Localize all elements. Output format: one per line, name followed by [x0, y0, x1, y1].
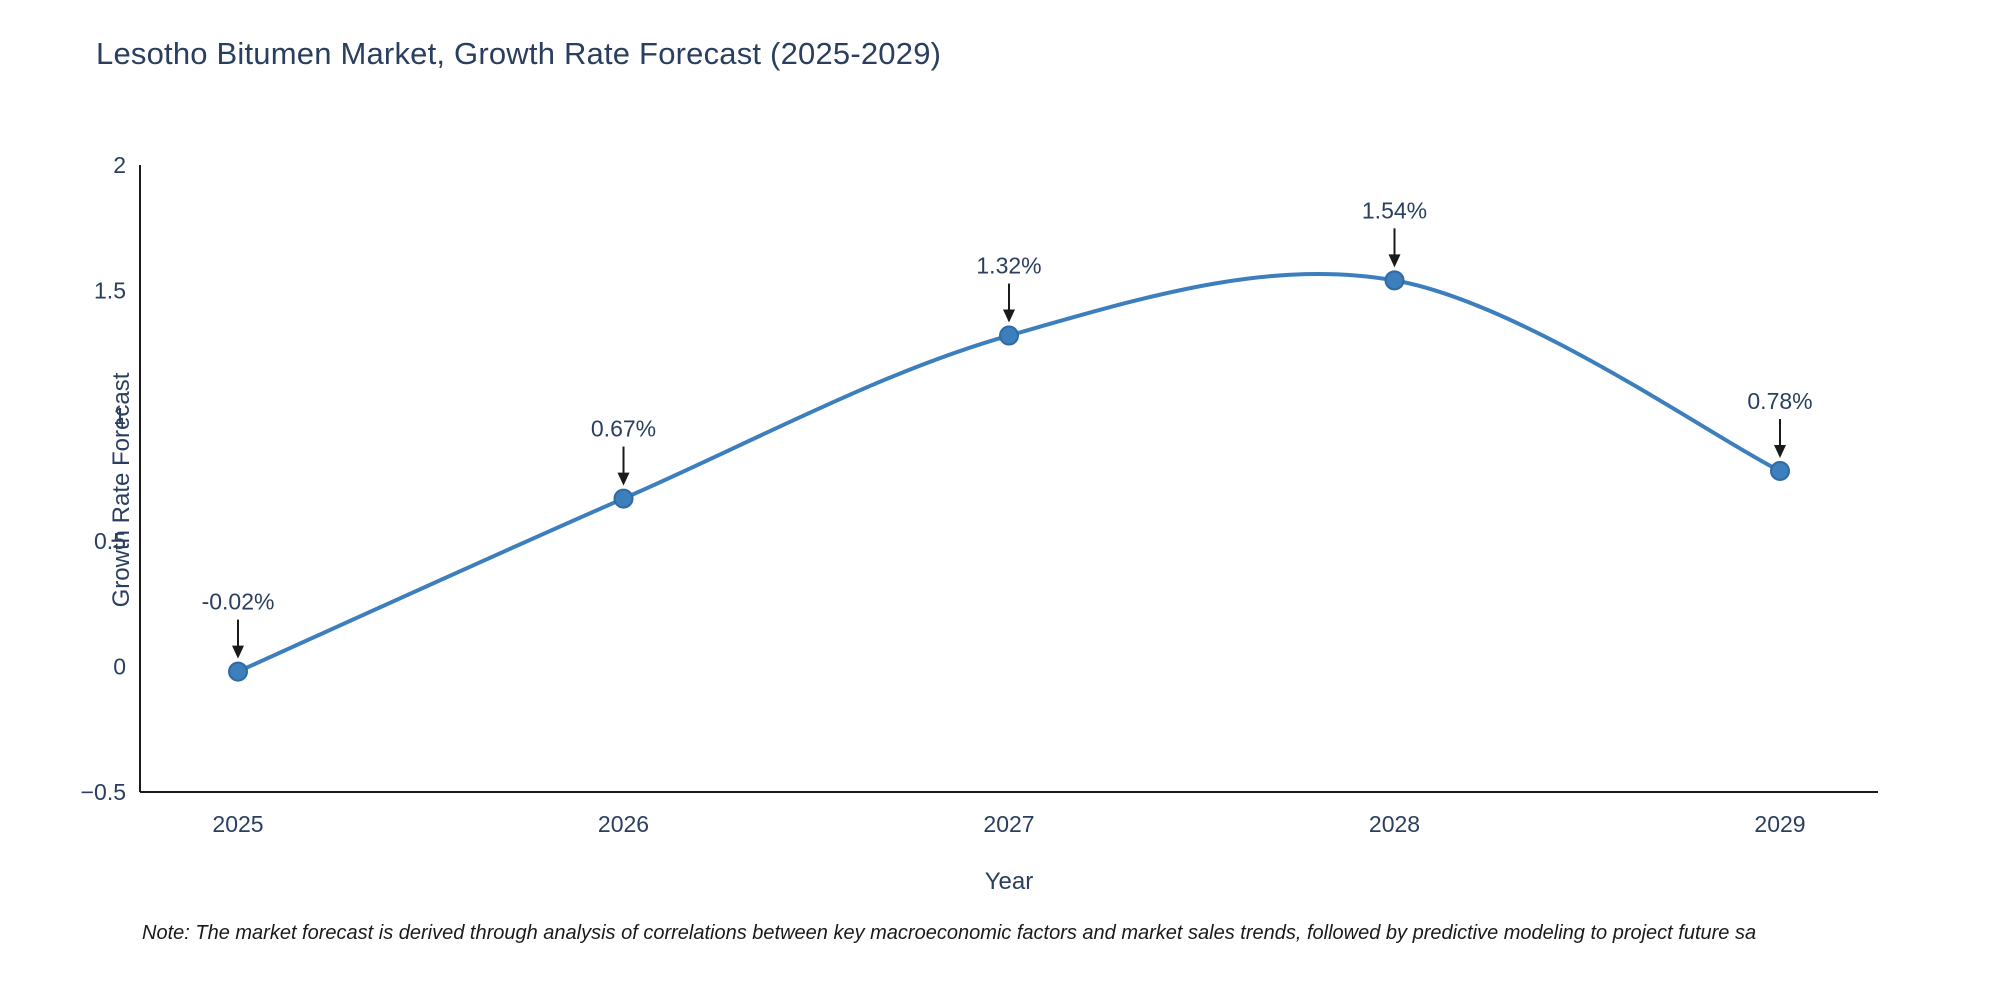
annotation-arrowhead [232, 645, 244, 659]
annotation-arrowhead [1003, 309, 1015, 323]
data-point-label: -0.02% [202, 589, 275, 615]
data-point [228, 661, 248, 682]
data-point-label: 1.54% [1362, 197, 1427, 223]
x-tick-label: 2025 [212, 811, 263, 837]
x-axis-title: Year [984, 868, 1034, 895]
x-tick-label: 2027 [983, 811, 1034, 837]
annotation-arrowhead [1388, 254, 1401, 268]
y-tick-label: 0.5 [94, 528, 126, 554]
data-point [999, 325, 1019, 346]
y-tick-label: −0.5 [81, 779, 126, 805]
data-point [1770, 460, 1790, 481]
x-tick-label: 2026 [598, 811, 649, 837]
data-point [1384, 270, 1405, 291]
x-tick-label: 2029 [1754, 811, 1805, 837]
data-point [613, 488, 634, 509]
annotation-arrowhead [617, 472, 630, 486]
y-axis-title: Growth Rate Forecast [108, 372, 135, 608]
y-tick-label: 0 [113, 654, 126, 680]
y-tick-label: 1.5 [94, 277, 126, 303]
data-point-label: 1.32% [976, 253, 1041, 279]
footnote: Note: The market forecast is derived thr… [142, 922, 1757, 944]
data-point-label: 0.67% [591, 416, 656, 442]
annotation-arrowhead [1774, 444, 1786, 458]
y-tick-label: 2 [113, 152, 126, 178]
data-point-label: 0.78% [1747, 388, 1812, 414]
y-tick-label: 1 [113, 403, 126, 429]
x-tick-label: 2028 [1369, 811, 1420, 837]
chart-title: Lesotho Bitumen Market, Growth Rate Fore… [96, 36, 942, 71]
